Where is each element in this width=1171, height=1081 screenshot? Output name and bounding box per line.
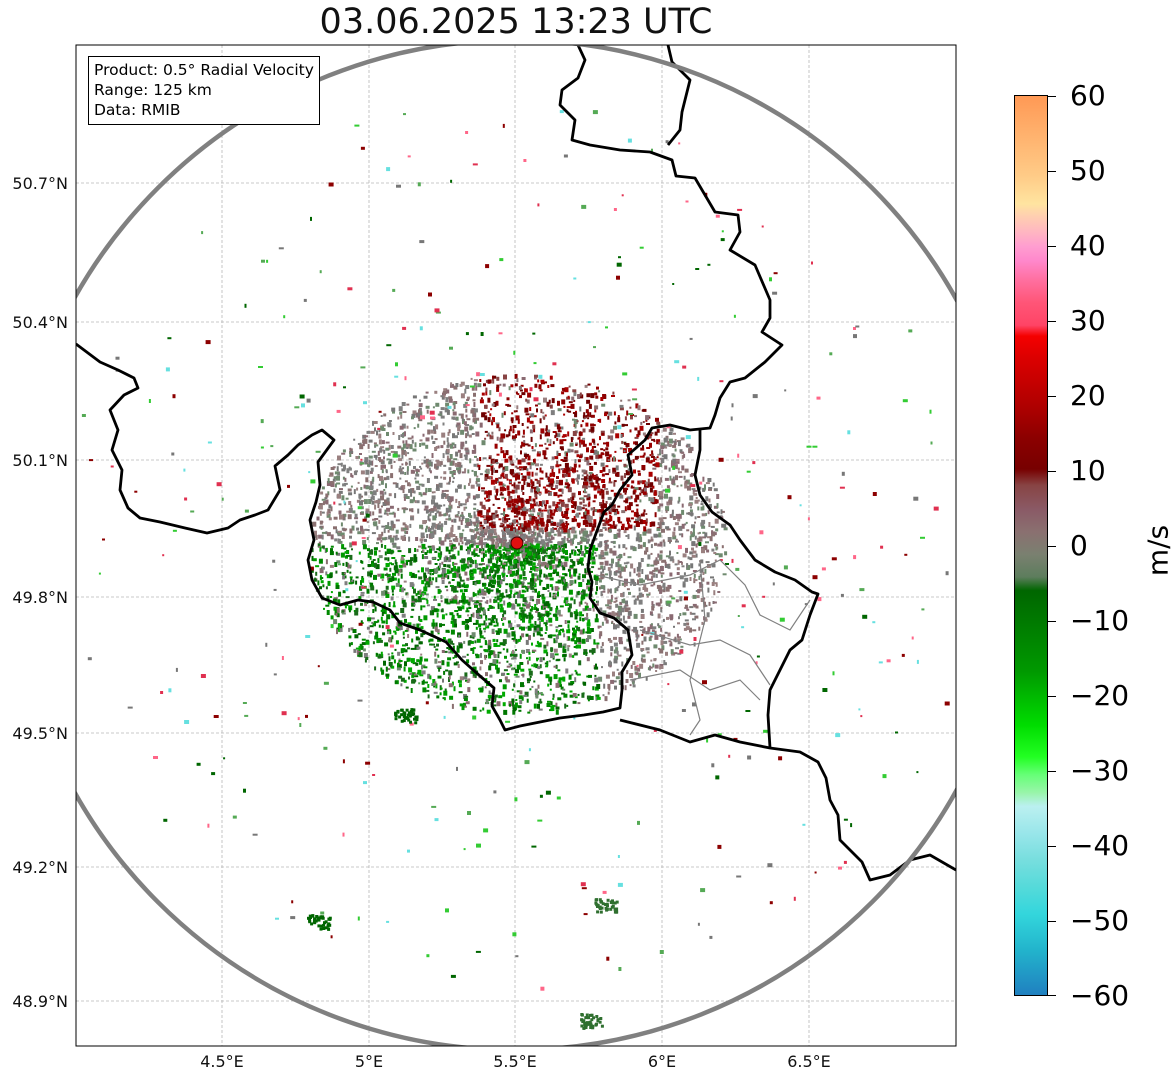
colorbar-tick xyxy=(1048,96,1056,97)
colorbar-tick xyxy=(1048,396,1056,397)
border-france-germany xyxy=(619,718,956,882)
lon-label-5: 5°E xyxy=(354,1052,384,1071)
colorbar-label-minus-20: −20 xyxy=(1070,679,1130,712)
colorbar-tick xyxy=(1048,846,1056,847)
colorbar-tick xyxy=(1048,321,1056,322)
colorbar-tick xyxy=(1048,621,1056,622)
colorbar-label-minus-30: −30 xyxy=(1070,754,1130,787)
country-borders xyxy=(76,45,956,882)
colorbar-label-40: 40 xyxy=(1070,229,1106,262)
region-boundaries xyxy=(595,559,811,736)
colorbar-label-minus-40: −40 xyxy=(1070,829,1130,862)
range-label: Range: 125 km xyxy=(94,81,212,99)
colorbar-label-10: 10 xyxy=(1070,454,1106,487)
product-info-box: Product: 0.5° Radial Velocity Range: 125… xyxy=(88,56,320,125)
colorbar-label-minus-50: −50 xyxy=(1070,904,1130,937)
lat-label-50-4: 50.4°N xyxy=(12,313,68,332)
colorbar-tick xyxy=(1048,771,1056,772)
colorbar-tick xyxy=(1048,246,1056,247)
colorbar-label-0: 0 xyxy=(1070,529,1088,562)
lat-label-49-8: 49.8°N xyxy=(12,588,68,607)
lat-label-48-9: 48.9°N xyxy=(12,992,68,1011)
radar-site-marker xyxy=(510,536,524,550)
colorbar-label-60: 60 xyxy=(1070,79,1106,112)
colorbar-tick xyxy=(1048,995,1056,996)
border-germany xyxy=(666,45,692,146)
lat-label-50-1: 50.1°N xyxy=(12,451,68,470)
lat-label-50-7: 50.7°N xyxy=(12,174,68,193)
colorbar-label-minus-60: −60 xyxy=(1070,979,1130,1012)
colorbar-label-30: 30 xyxy=(1070,304,1106,337)
lat-label-49-2: 49.2°N xyxy=(12,858,68,877)
colorbar-tick xyxy=(1048,921,1056,922)
lon-label-4-5: 4.5°E xyxy=(200,1052,244,1071)
colorbar-label-minus-10: −10 xyxy=(1070,604,1130,637)
velocity-colorbar xyxy=(1014,95,1048,996)
data-source-label: Data: RMIB xyxy=(94,101,181,119)
colorbar-tick xyxy=(1048,171,1056,172)
border-luxembourg-germany xyxy=(693,430,820,749)
lon-label-6: 6°E xyxy=(647,1052,677,1071)
lon-label-5-5: 5.5°E xyxy=(493,1052,537,1071)
map-frame xyxy=(75,44,957,1047)
colorbar-unit-label: m/s xyxy=(1141,524,1171,577)
lat-label-49-5: 49.5°N xyxy=(12,724,68,743)
colorbar-tick xyxy=(1048,471,1056,472)
colorbar-tick xyxy=(1048,546,1056,547)
product-label: Product: 0.5° Radial Velocity xyxy=(94,61,314,79)
colorbar-label-50: 50 xyxy=(1070,154,1106,187)
lon-label-6-5: 6.5°E xyxy=(787,1052,831,1071)
border-belgium-luxembourg xyxy=(76,45,784,732)
colorbar-label-20: 20 xyxy=(1070,379,1106,412)
map-title: 03.06.2025 13:23 UTC xyxy=(319,2,713,42)
colorbar-tick xyxy=(1048,696,1056,697)
